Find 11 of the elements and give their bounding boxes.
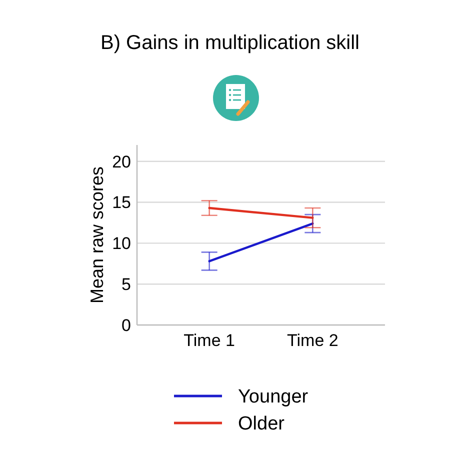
y-tick-label: 15 bbox=[112, 193, 131, 212]
y-tick-label: 20 bbox=[112, 152, 131, 172]
y-tick-label: 5 bbox=[122, 275, 131, 294]
legend-label: Younger bbox=[238, 386, 309, 408]
y-axis-title: Mean raw scores bbox=[87, 166, 107, 304]
chart-title: B) Gains in multiplication skill bbox=[100, 32, 360, 54]
y-tick-label: 10 bbox=[112, 234, 131, 254]
y-tick-label: 0 bbox=[122, 316, 131, 335]
x-tick-label: Time 1 bbox=[184, 331, 235, 350]
legend-label: Older bbox=[238, 414, 286, 435]
x-tick-label: Time 2 bbox=[287, 331, 338, 350]
